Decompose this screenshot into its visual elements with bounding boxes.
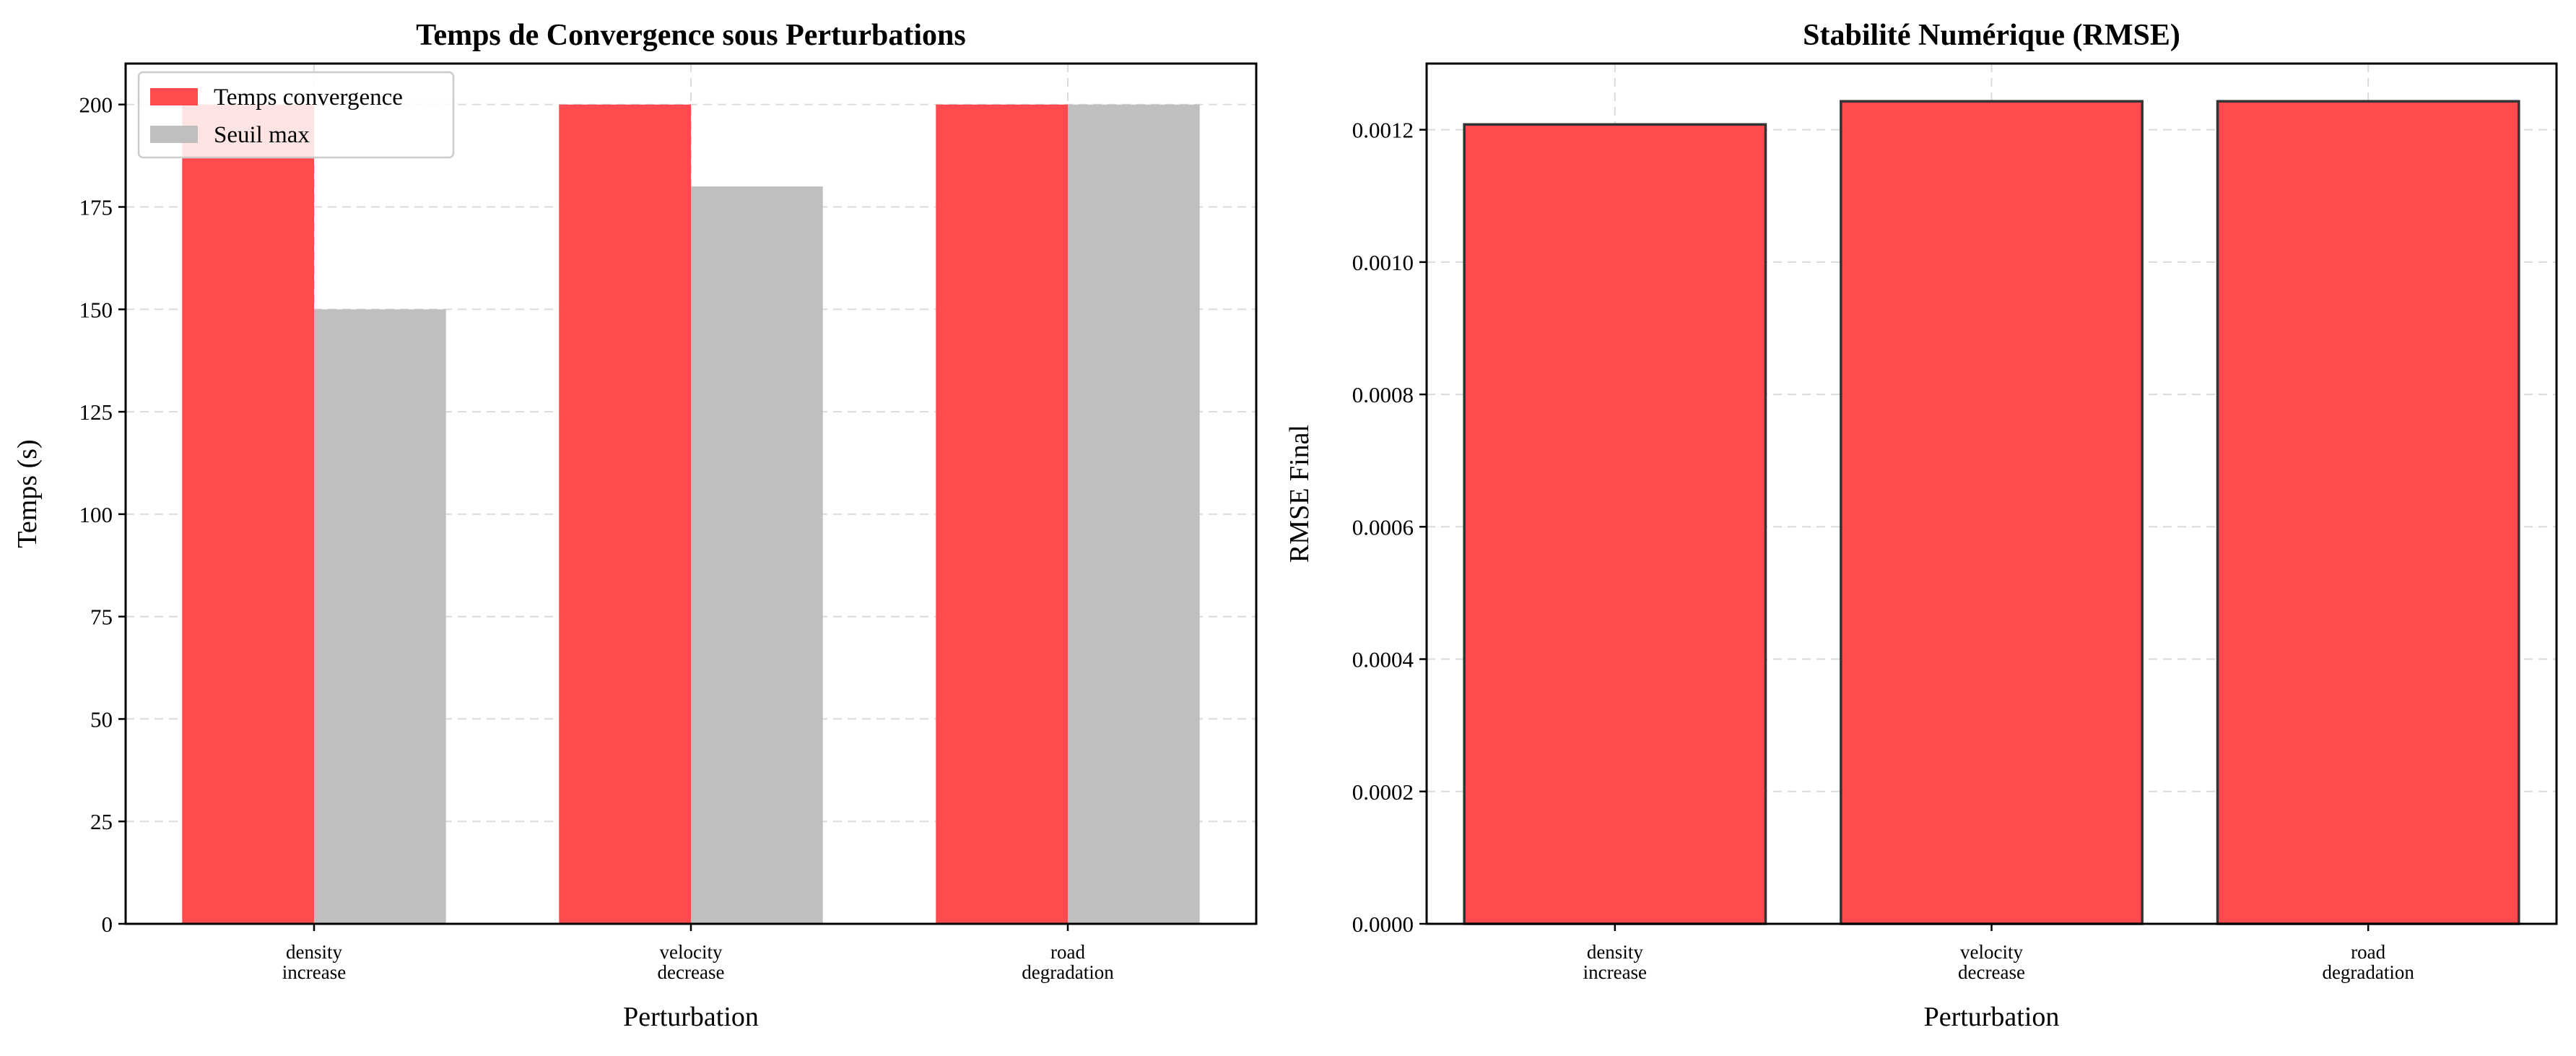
legend-label-seuil-max: Seuil max <box>214 122 310 148</box>
y-tick-label: 0.0004 <box>1352 647 1414 672</box>
x-tick-label: degradation <box>2322 961 2414 983</box>
legend-swatch-seuil-max <box>150 126 198 143</box>
x-tick-label: degradation <box>1022 961 1114 983</box>
rmse-ticks: 0.0000 0.0002 0.0004 0.0006 0.0008 0.0010 0.00… <box>1352 118 2415 983</box>
legend-label-temps-convergence: Temps convergence <box>214 85 403 111</box>
bar-temps-convergence-density-increase <box>182 104 314 925</box>
y-tick-label: 0.0006 <box>1352 514 1414 540</box>
bar-temps-convergence-road-degradation <box>936 104 1068 925</box>
rmse-y-axis-label: RMSE Final <box>1284 425 1315 563</box>
bar-velocity-decrease <box>1840 100 2144 925</box>
legend-box <box>137 71 455 159</box>
convergence-x-axis-label: Perturbation <box>623 1002 759 1032</box>
y-tick-label: 200 <box>79 92 113 118</box>
y-tick-label: 0.0008 <box>1352 382 1414 407</box>
rmse-chart-title: Stabilité Numérique (RMSE) <box>1803 19 2180 52</box>
convergence-bars <box>182 104 1200 925</box>
y-tick-label: 25 <box>90 809 113 834</box>
y-tick-label: 150 <box>79 297 113 322</box>
x-tick-label: road <box>2351 941 2385 963</box>
rmse-bars <box>1463 100 2520 925</box>
y-tick-label: 175 <box>79 195 113 220</box>
x-tick-label: velocity <box>660 941 723 963</box>
x-tick-label: decrease <box>658 961 725 983</box>
y-tick-label: 125 <box>79 399 113 425</box>
bar-temps-convergence-velocity-decrease <box>559 104 691 925</box>
x-tick-label: density <box>1587 941 1643 963</box>
rmse-chart: 0.0000 0.0002 0.0004 0.0006 0.0008 0.0010 0.00… <box>1284 19 2558 1032</box>
rmse-x-axis-label: Perturbation <box>1924 1002 2060 1032</box>
bar-seuil-max-road-degradation <box>1068 104 1200 925</box>
convergence-y-axis-label: Temps (s) <box>12 439 43 548</box>
x-tick-label: increase <box>1583 961 1647 983</box>
bar-seuil-max-velocity-decrease <box>691 186 823 925</box>
y-tick-label: 50 <box>90 706 113 732</box>
bar-road-degradation <box>2216 100 2520 925</box>
y-tick-label: 75 <box>90 605 113 630</box>
x-tick-label: density <box>286 941 342 963</box>
y-tick-label: 0 <box>102 912 113 937</box>
bar-seuil-max-density-increase <box>314 309 446 924</box>
convergence-legend: Temps convergence Seuil max <box>137 71 455 159</box>
y-tick-label: 100 <box>79 502 113 527</box>
legend-swatch-temps-convergence <box>150 88 198 105</box>
x-tick-label: velocity <box>1960 941 2023 963</box>
x-tick-label: road <box>1050 941 1085 963</box>
convergence-chart-title: Temps de Convergence sous Perturbations <box>416 19 965 52</box>
y-tick-label: 0.0000 <box>1352 912 1414 937</box>
y-tick-label: 0.0002 <box>1352 779 1414 805</box>
y-tick-label: 0.0012 <box>1352 118 1414 143</box>
x-tick-label: increase <box>282 961 346 983</box>
y-tick-label: 0.0010 <box>1352 250 1414 275</box>
bar-density-increase <box>1463 123 1767 925</box>
x-tick-label: decrease <box>1958 961 2025 983</box>
